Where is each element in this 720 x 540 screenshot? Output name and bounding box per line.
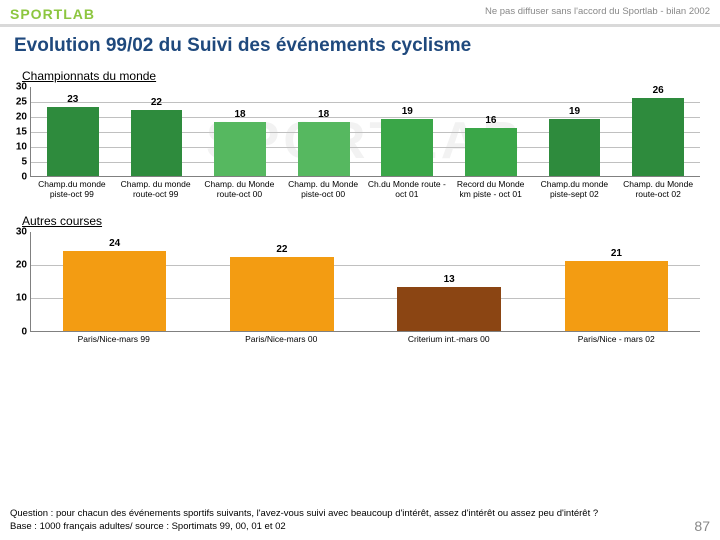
bar <box>47 107 99 176</box>
bar-value: 21 <box>611 248 622 259</box>
footer-q: Question : pour chacun des événements sp… <box>10 508 598 521</box>
logo: SPORTLAB <box>10 6 95 22</box>
bar <box>131 110 183 176</box>
bar-value: 26 <box>653 85 664 96</box>
ytick: 5 <box>21 157 31 168</box>
bar-col: 22 <box>198 244 365 330</box>
bar <box>632 98 684 176</box>
ytick: 20 <box>16 112 31 123</box>
bar <box>465 128 517 176</box>
xlabel: Champ.du monde piste-sept 02 <box>533 180 617 200</box>
xlabel: Record du Monde km piste - oct 01 <box>449 180 533 200</box>
bar-col: 24 <box>31 238 198 331</box>
bar-col: 18 <box>282 109 366 176</box>
bar-value: 22 <box>151 97 162 108</box>
chart1-xlabels: Champ.du monde piste-oct 99Champ. du mon… <box>30 180 700 200</box>
bar-value: 19 <box>402 106 413 117</box>
bar-value: 13 <box>444 274 455 285</box>
bar-col: 22 <box>115 97 199 176</box>
bar <box>298 122 350 176</box>
xlabel: Paris/Nice - mars 02 <box>533 335 701 345</box>
bar-col: 21 <box>533 248 700 331</box>
bars: 24 22 13 21 <box>31 232 700 331</box>
bar-col: 23 <box>31 94 115 176</box>
bars: 23 22 18 18 19 16 19 26 <box>31 87 700 176</box>
bar-value: 24 <box>109 238 120 249</box>
ytick: 10 <box>16 293 31 304</box>
chart2-plot: 010203024221321 <box>30 232 700 332</box>
ytick: 20 <box>16 259 31 270</box>
chart2-label: Autres courses <box>22 214 720 228</box>
ytick: 30 <box>16 82 31 93</box>
ytick: 15 <box>16 127 31 138</box>
bar-col: 26 <box>616 85 700 176</box>
xlabel: Champ.du monde piste-oct 99 <box>30 180 114 200</box>
disclaimer: Ne pas diffuser sans l'accord du Sportla… <box>485 6 710 17</box>
bar <box>230 257 334 330</box>
bar <box>214 122 266 176</box>
bar-col: 19 <box>366 106 450 176</box>
ytick: 25 <box>16 97 31 108</box>
page-title: Evolution 99/02 du Suivi des événements … <box>0 27 720 67</box>
bar-col: 18 <box>198 109 282 176</box>
bar <box>397 287 501 330</box>
chart2-xlabels: Paris/Nice-mars 99Paris/Nice-mars 00Crit… <box>30 335 700 345</box>
footer-base: Base : 1000 français adultes/ source : S… <box>10 521 598 534</box>
xlabel: Ch.du Monde route - oct 01 <box>365 180 449 200</box>
bar <box>565 261 669 331</box>
bar-value: 23 <box>67 94 78 105</box>
xlabel: Champ. du Monde piste-oct 00 <box>281 180 365 200</box>
chart1: SPORTLAB 0510152025302322181819161926 Ch… <box>30 87 700 200</box>
xlabel: Champ. du monde route-oct 99 <box>114 180 198 200</box>
bar-value: 19 <box>569 106 580 117</box>
chart2: 010203024221321 Paris/Nice-mars 99Paris/… <box>30 232 700 345</box>
bar-value: 16 <box>485 115 496 126</box>
ytick: 0 <box>21 326 31 337</box>
bar-col: 13 <box>366 274 533 330</box>
xlabel: Champ. du Monde route-oct 00 <box>198 180 282 200</box>
bar-value: 22 <box>276 244 287 255</box>
chart1-plot: 0510152025302322181819161926 <box>30 87 700 177</box>
xlabel: Paris/Nice-mars 00 <box>198 335 366 345</box>
ytick: 0 <box>21 172 31 183</box>
ytick: 30 <box>16 226 31 237</box>
xlabel: Champ. du Monde route-oct 02 <box>616 180 700 200</box>
bar <box>381 119 433 176</box>
bar <box>549 119 601 176</box>
page-number: 87 <box>686 518 710 534</box>
footer: Question : pour chacun des événements sp… <box>10 508 710 534</box>
bar <box>63 251 167 331</box>
chart1-label: Championnats du monde <box>22 69 720 83</box>
bar-value: 18 <box>235 109 246 120</box>
bar-col: 19 <box>533 106 617 176</box>
xlabel: Criterium int.-mars 00 <box>365 335 533 345</box>
xlabel: Paris/Nice-mars 99 <box>30 335 198 345</box>
bar-col: 16 <box>449 115 533 176</box>
ytick: 10 <box>16 142 31 153</box>
bar-value: 18 <box>318 109 329 120</box>
